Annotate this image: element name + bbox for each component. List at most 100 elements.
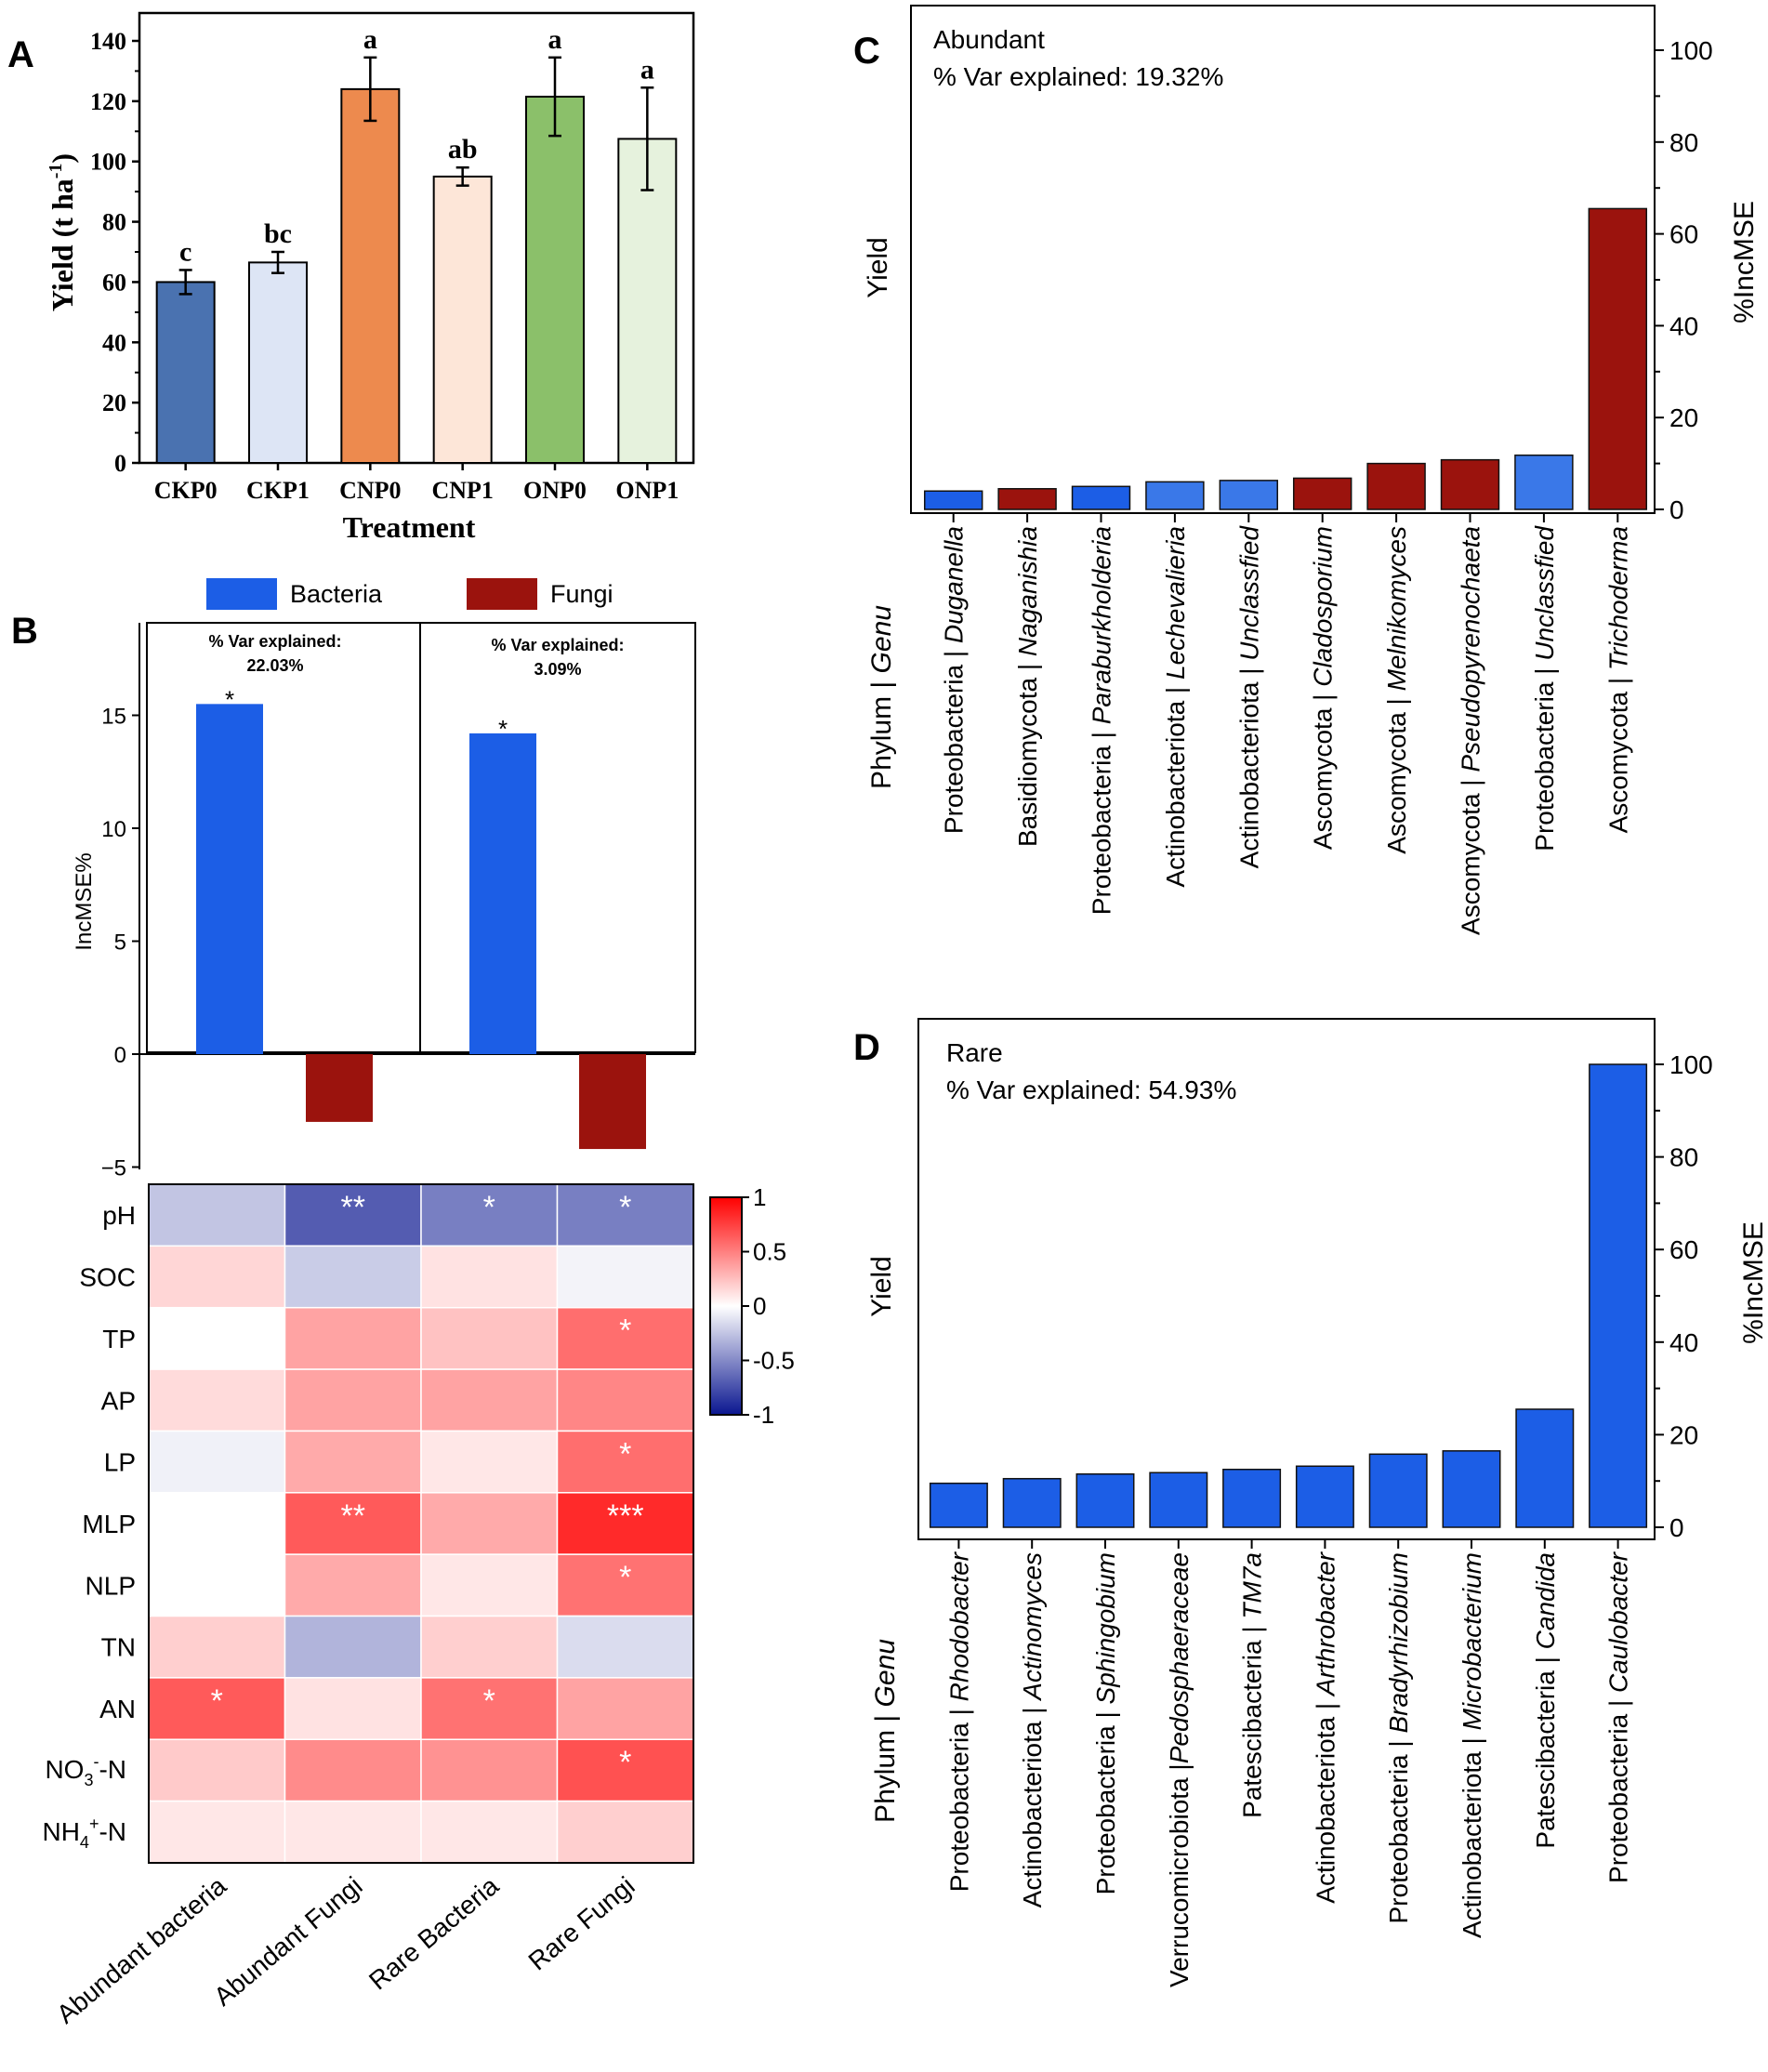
panel-label-a: A [7, 34, 34, 75]
panel-c-left-y-title: Yield [863, 237, 893, 298]
panel-a-y-tick-label: 20 [102, 389, 126, 416]
panel-d-category-label: Proteobacteria | Rhodobacter [944, 1551, 973, 1892]
heatmap-cell [148, 1615, 286, 1679]
legend-swatch-fungi [467, 578, 537, 610]
panel-a-bar [155, 281, 216, 464]
panel-b-group1-var-value: 22.03% [246, 656, 303, 675]
panel-a-x-axis-title: Treatment [343, 510, 476, 544]
panel-d-left-y-title: Yield [866, 1256, 897, 1317]
panel-d-bar [1515, 1408, 1575, 1528]
panel-b-bar-fungi [579, 1054, 646, 1150]
heatmap-significance-mark: ** [341, 1190, 365, 1225]
heatmap-cell [148, 1553, 286, 1617]
panel-c-bar [923, 490, 983, 510]
panel-b-significance-mark: * [498, 715, 508, 743]
heatmap-cell [556, 1800, 694, 1864]
panel-d-category-label: Actinobacteriota | Microbacterium [1458, 1552, 1486, 1938]
panel-a-y-tick-label: 100 [90, 149, 126, 176]
heatmap-cell [420, 1183, 559, 1247]
heatmap-cell [420, 1677, 559, 1740]
panel-d-rare-importance-chart: Rare % Var explained: 54.93% Yield %IncM… [866, 1018, 1768, 1987]
panel-b-y-tick-label: 5 [114, 930, 126, 956]
heatmap-row-label: NLP [86, 1571, 136, 1600]
panel-c-x-title: Phylum | Genu [866, 605, 897, 789]
colorbar [709, 1196, 743, 1416]
heatmap-cell [284, 1738, 422, 1802]
panel-a-x-tick-label: CKP1 [246, 477, 310, 504]
panel-b-group2-frame [419, 622, 696, 1053]
panel-a-bar [248, 261, 308, 464]
heatmap-cell [148, 1368, 286, 1432]
panel-d-y-tick-label: 0 [1669, 1513, 1684, 1542]
panel-d-bar [1589, 1063, 1648, 1528]
panel-c-bar [1366, 462, 1426, 510]
panel-a-significance-letter: c [179, 236, 191, 267]
panel-a-significance-letter: bc [264, 218, 292, 249]
panel-a-y-tick-label: 40 [102, 329, 126, 356]
heatmap-cell [420, 1306, 559, 1370]
panel-d-bar [1075, 1472, 1135, 1528]
panel-d-y-tick-label: 20 [1669, 1420, 1698, 1449]
panel-d-category-label: Actinobacteriota | Arthrobacter [1311, 1551, 1339, 1903]
panel-b-bar-bacteria [469, 732, 536, 1054]
panel-c-right-y-title: %IncMSE [1729, 201, 1760, 323]
heatmap-cell [420, 1615, 559, 1679]
panel-c-category-label: Actinobacteriota | Unclassfied [1234, 525, 1263, 869]
panel-a-significance-letter: a [548, 24, 562, 55]
panel-c-title: Abundant [933, 25, 1045, 54]
panel-d-bar [1368, 1453, 1428, 1528]
panel-c-category-label: Ascomycota | Trichoderma [1603, 526, 1632, 833]
panel-c-category-label: Proteobacteria | Unclassfied [1530, 525, 1559, 851]
panel-c-bar [1071, 485, 1131, 510]
heatmap-cell [420, 1430, 559, 1494]
heatmap-cell [284, 1800, 422, 1864]
panel-d-bar [1149, 1472, 1208, 1528]
panel-b-y-tick-label: 15 [101, 705, 126, 730]
panel-c-y-tick-label: 100 [1669, 36, 1713, 65]
panel-label-c: C [853, 31, 880, 72]
panel-a-significance-letter: ab [448, 134, 478, 165]
panel-a-y-tick-label: 140 [90, 28, 126, 55]
panel-d-category-label: Patescibacteria | Candida [1531, 1552, 1560, 1849]
panel-c-bar [997, 488, 1057, 510]
heatmap-cell [284, 1677, 422, 1740]
panel-a-x-tick-label: CNP1 [431, 477, 493, 504]
panel-c-bar [1145, 481, 1205, 510]
heatmap-row-label: LP [104, 1448, 136, 1477]
panel-a-yield-chart: 0 20 40 60 80 100 120 140 c CKP0 bc CKP1 a CNP0 ab CNP… [46, 11, 695, 544]
heatmap-significance-mark: * [483, 1190, 495, 1225]
heatmap-cell [148, 1677, 286, 1740]
panel-d-bar [1442, 1450, 1501, 1528]
panel-b-y-axis-title: IncMSE% [72, 852, 97, 950]
panel-c-category-label: Ascomycota | Melnikomyces [1382, 526, 1411, 854]
panel-d-category-label: Proteobacteria | Caulobacter [1604, 1551, 1633, 1883]
panel-d-bar [929, 1482, 988, 1528]
panel-d-x-title: Phylum | Genu [870, 1639, 901, 1823]
heatmap-significance-mark: * [619, 1313, 631, 1349]
heatmap-row-label: TN [101, 1633, 136, 1662]
panel-a-bar [340, 87, 401, 464]
panel-b-group1-var-label: % Var explained: [208, 632, 341, 651]
panel-d-var-explained: % Var explained: 54.93% [946, 1076, 1236, 1104]
panel-a-bar [432, 175, 493, 465]
panel-c-category-label: Ascomycota | Cladosporium [1309, 526, 1338, 850]
panel-c-category-label: Basidiomycota | Naganishia [1013, 526, 1042, 847]
heatmap-column-label: Rare Bacteria [363, 1871, 504, 1996]
heatmap-column-label: Rare Fungi [523, 1871, 640, 1976]
legend-label-fungi: Fungi [550, 580, 614, 608]
panel-b-group2-var-value: 3.09% [534, 660, 581, 679]
panel-d-category-label: Proteobacteria | Sphingobium [1091, 1552, 1120, 1894]
heatmap-cell [148, 1183, 286, 1247]
panel-a-x-tick-label: CKP0 [154, 477, 218, 504]
panel-d-bar [1295, 1465, 1354, 1528]
panel-b-legend: Bacteria Fungi [206, 578, 614, 610]
panel-b-significance-mark: * [225, 685, 234, 713]
panel-c-y-tick-label: 40 [1669, 311, 1698, 340]
heatmap-cell [420, 1368, 559, 1432]
heatmap-row-label: AP [101, 1386, 136, 1415]
panel-c-bar [1514, 454, 1574, 510]
panel-d-y-tick-label: 60 [1669, 1235, 1698, 1264]
panel-d-y-tick-label: 100 [1669, 1050, 1713, 1079]
panel-c-y-tick-label: 0 [1669, 495, 1684, 524]
